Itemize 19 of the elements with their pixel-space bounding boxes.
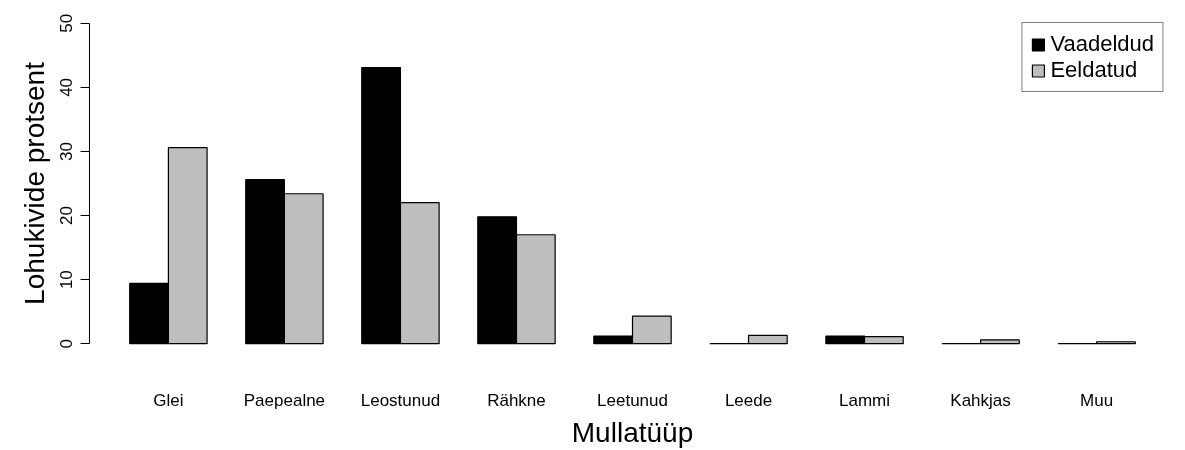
x-tick-label: Leostunud	[360, 390, 441, 410]
x-tick-label: Paepealne	[243, 390, 326, 410]
x-axis-title: Mullatüüp	[571, 416, 694, 448]
y-tick-label: 30	[57, 142, 77, 161]
x-tick-label: Rähkne	[487, 390, 546, 410]
y-tick-label: 40	[57, 77, 77, 97]
y-tick-label: 50	[57, 13, 77, 33]
y-tick-label: 0	[57, 338, 77, 349]
y-tick-label: 20	[57, 206, 77, 225]
legend-label: Vaadeldud	[1050, 31, 1154, 57]
y-axis-title: Lohukivide protsent	[18, 61, 50, 305]
x-tick-label: Muu	[1080, 390, 1114, 410]
x-tick-label: Leetunud	[597, 390, 668, 410]
x-tick-label: Kahkjas	[950, 390, 1011, 410]
legend-label: Eeldatud	[1050, 57, 1138, 83]
x-tick-label: Lammi	[839, 390, 891, 410]
x-tick-label: Leede	[724, 390, 773, 410]
y-tick-label: 10	[57, 270, 77, 290]
x-tick-label: Glei	[153, 390, 184, 410]
